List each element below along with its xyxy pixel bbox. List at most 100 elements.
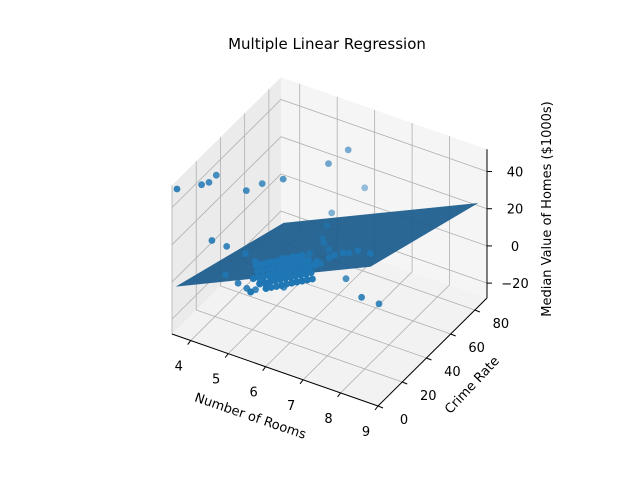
y-axis-label: Crime Rate: [442, 354, 503, 417]
data-point: [258, 266, 266, 274]
z-tick-label: 0: [511, 240, 519, 255]
regression-plane: [175, 202, 479, 287]
x-tick-label: 6: [249, 386, 257, 401]
data-point: [286, 273, 294, 280]
data-point: [344, 146, 352, 154]
data-point: [208, 237, 216, 244]
y-tick: [426, 357, 432, 361]
x-tick-label: 4: [175, 360, 183, 375]
grid-line-z: [171, 136, 488, 246]
data-point: [361, 184, 369, 192]
data-point: [223, 243, 231, 250]
data-point: [271, 276, 279, 284]
data-point: [311, 262, 319, 269]
y-axis-line: [377, 297, 488, 407]
x-tick: [374, 405, 379, 411]
y-tick: [450, 333, 456, 337]
data-point: [275, 269, 283, 277]
data-point: [358, 293, 365, 301]
data-point: [222, 271, 230, 279]
data-point: [247, 288, 255, 296]
data-point: [258, 180, 266, 188]
z-tick-label: 20: [507, 203, 524, 218]
grid-line-y: [195, 161, 403, 383]
grid-line-x: [340, 136, 450, 394]
data-point: [288, 279, 296, 287]
data-point: [173, 185, 181, 193]
data-point: [234, 279, 242, 287]
data-point: [323, 222, 331, 230]
data-point: [317, 260, 324, 267]
data-point: [298, 252, 306, 259]
x-tick-label: 8: [324, 412, 332, 427]
y-tick: [474, 309, 481, 313]
data-point: [283, 255, 291, 262]
data-point: [284, 261, 292, 268]
z-tick-label: 40: [507, 166, 524, 181]
data-point: [306, 250, 313, 257]
y-tick-label: 80: [493, 317, 510, 332]
data-point: [279, 175, 287, 183]
axis-lines: [171, 149, 488, 407]
data-point: [242, 187, 250, 195]
data-point: [325, 160, 332, 168]
data-point: [205, 179, 213, 186]
y-tick-label: 60: [468, 341, 485, 356]
x-axis-line: [171, 333, 379, 407]
data-point: [345, 249, 353, 257]
grid-line-y: [220, 137, 427, 359]
data-point: [339, 249, 347, 257]
data-point: [270, 270, 278, 278]
data-point: [375, 300, 383, 308]
plane-surface: [175, 202, 479, 287]
data-point: [273, 257, 280, 265]
data-point: [267, 284, 275, 291]
y-tick-label: 40: [444, 365, 461, 380]
left-pane: [172, 77, 281, 334]
data-point: [309, 275, 316, 283]
data-point: [242, 250, 249, 258]
data-point: [325, 254, 333, 261]
data-point: [306, 263, 314, 270]
x-tick: [224, 353, 229, 358]
x-tick: [337, 392, 341, 398]
data-point: [273, 283, 280, 290]
data-point: [289, 260, 297, 267]
grid-line-z: [171, 99, 488, 208]
z-tick-label: −20: [501, 277, 528, 292]
data-point: [255, 274, 262, 281]
data-point: [299, 257, 307, 265]
tick-labels: 4 5 6 7 8 9 0 20 40 60 80 −20 0 20 40: [175, 166, 529, 440]
y-tick: [377, 405, 384, 409]
data-point: [297, 271, 305, 278]
data-point: [328, 209, 336, 217]
data-point: [262, 285, 270, 292]
data-point: [285, 267, 293, 274]
data-point: [288, 254, 296, 261]
x-tick-label: 5: [212, 373, 220, 388]
data-point: [274, 263, 281, 270]
data-point: [298, 277, 306, 284]
y-tick-label: 20: [420, 389, 437, 404]
x-tick-label: 9: [362, 425, 370, 440]
data-point: [256, 280, 263, 287]
data-point: [260, 273, 267, 280]
x-tick-label: 7: [287, 399, 295, 414]
data-point: [354, 247, 362, 255]
chart-title: Multiple Linear Regression: [228, 35, 426, 53]
x-tick: [187, 340, 192, 345]
data-point: [295, 264, 303, 272]
data-point: [302, 270, 310, 277]
data-point: [198, 181, 206, 189]
data-point: [330, 251, 338, 259]
data-point: [252, 261, 260, 269]
data-point: [367, 250, 374, 257]
data-point: [261, 279, 269, 286]
data-point: [301, 263, 308, 271]
data-point: [320, 240, 328, 247]
data-point: [249, 275, 257, 282]
z-axis-label: Median Value of Homes ($1000s): [540, 101, 555, 316]
x-tick: [262, 366, 267, 372]
data-point: [283, 280, 290, 288]
